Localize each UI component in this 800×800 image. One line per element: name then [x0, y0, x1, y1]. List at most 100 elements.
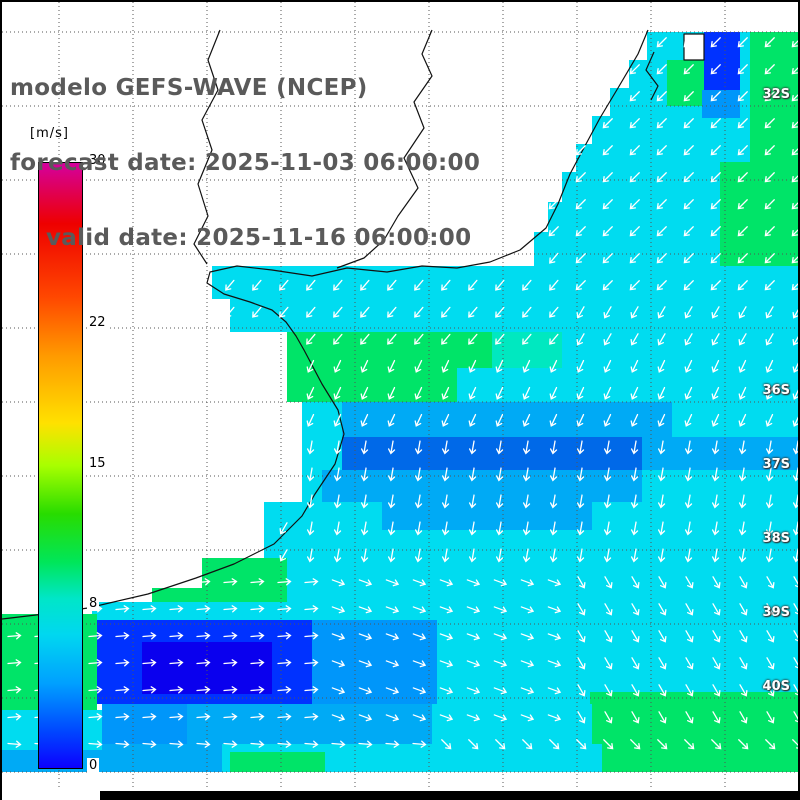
- wind-arrow: [711, 413, 720, 427]
- wind-arrow: [468, 494, 477, 509]
- wind-arrow: [766, 630, 775, 643]
- wind-arrow: [493, 606, 508, 614]
- wind-arrow: [304, 578, 319, 586]
- wind-arrow: [711, 359, 720, 373]
- wind-arrow: [575, 145, 586, 156]
- wind-arrow: [468, 413, 477, 427]
- coastline-path: [645, 51, 659, 101]
- coastline-path: [2, 29, 649, 620]
- wind-arrow: [414, 413, 423, 427]
- wind-arrow: [603, 739, 614, 750]
- wind-arrow: [602, 172, 613, 183]
- wind-arrow: [630, 521, 639, 536]
- wind-arrow: [603, 333, 612, 346]
- wind-arrow: [604, 711, 613, 724]
- wind-arrow: [333, 386, 342, 400]
- colorbar-tick-label: 0: [87, 758, 100, 773]
- wind-arrow: [466, 687, 481, 695]
- wind-arrow: [738, 494, 747, 509]
- wind-arrow: [439, 606, 454, 614]
- coastline-path: [683, 33, 705, 61]
- wind-arrow: [495, 386, 504, 400]
- wind-arrow: [412, 714, 427, 722]
- wind-arrow: [685, 603, 694, 616]
- wind-arrow: [223, 740, 238, 748]
- wind-arrow: [577, 630, 586, 643]
- wind-arrow: [629, 172, 640, 183]
- wind-arrow: [656, 253, 667, 264]
- wind-arrow: [333, 440, 342, 455]
- wind-arrow: [360, 494, 369, 509]
- wind-arrow: [656, 226, 667, 237]
- wind-arrow: [604, 684, 613, 697]
- wind-arrow: [548, 199, 559, 210]
- wind-arrow: [791, 64, 798, 75]
- wind-arrow: [657, 359, 666, 373]
- wind-arrow: [765, 386, 774, 400]
- wind-speed-cell: [342, 437, 642, 470]
- wind-arrow: [739, 684, 748, 697]
- wind-arrow: [684, 386, 693, 400]
- wind-arrow: [710, 172, 721, 183]
- wind-arrow: [629, 145, 640, 156]
- wind-arrow: [684, 359, 693, 373]
- wind-arrow: [765, 467, 774, 482]
- wind-arrow: [304, 632, 319, 640]
- wind-arrow: [250, 659, 265, 667]
- wind-speed-cell: [672, 402, 798, 437]
- wind-arrow: [629, 64, 640, 75]
- wind-arrow: [766, 576, 775, 589]
- latitude-label: 38S: [762, 531, 790, 546]
- wind-arrow: [495, 548, 504, 563]
- wind-arrow: [304, 659, 319, 667]
- wind-arrow: [577, 576, 586, 589]
- wind-arrow: [658, 711, 667, 724]
- forecast-date: forecast date: 2025-11-03 06:00:00: [10, 150, 481, 176]
- map-header: modelo GEFS-WAVE (NCEP) forecast date: 2…: [10, 26, 480, 301]
- wind-arrow: [656, 172, 667, 183]
- wind-arrow: [223, 632, 238, 640]
- wind-arrow: [658, 603, 667, 616]
- wind-arrow: [793, 576, 798, 589]
- wind-arrow: [387, 494, 396, 509]
- wind-arrow: [765, 333, 774, 346]
- wind-arrow: [468, 386, 477, 400]
- wind-arrow: [88, 740, 103, 748]
- wind-arrow: [549, 279, 559, 291]
- wind-arrow: [603, 306, 612, 319]
- wind-arrow: [412, 660, 427, 668]
- wind-arrow: [333, 359, 342, 373]
- wind-arrow: [252, 306, 262, 318]
- wind-arrow: [358, 606, 373, 614]
- latitude-label: 32S: [762, 87, 790, 102]
- wind-arrow: [685, 576, 694, 589]
- wind-arrow: [656, 199, 667, 210]
- wind-arrow: [115, 740, 130, 748]
- wind-arrow: [7, 632, 22, 640]
- wind-arrow: [441, 467, 450, 482]
- wind-arrow: [764, 64, 775, 75]
- wind-arrow: [684, 333, 693, 346]
- wind-arrow: [414, 359, 423, 373]
- wind-arrow: [602, 118, 613, 129]
- wind-arrow: [495, 467, 504, 482]
- wind-arrow: [360, 306, 370, 318]
- wind-arrow: [603, 359, 612, 373]
- wind-arrow: [631, 603, 640, 616]
- wind-arrow: [629, 226, 640, 237]
- wind-arrow: [737, 172, 748, 183]
- wind-arrow: [387, 386, 396, 400]
- wind-arrow: [631, 630, 640, 643]
- wind-arrow: [277, 713, 292, 721]
- wind-arrow: [792, 333, 798, 346]
- wind-arrow: [737, 37, 748, 48]
- wind-arrow: [441, 306, 451, 318]
- wind-arrow: [711, 440, 720, 455]
- wind-arrow: [441, 548, 450, 563]
- wind-arrow: [791, 118, 798, 129]
- wind-arrow: [712, 576, 721, 589]
- wind-arrow: [766, 684, 775, 697]
- wind-arrow: [493, 687, 508, 695]
- wind-arrow: [441, 333, 451, 345]
